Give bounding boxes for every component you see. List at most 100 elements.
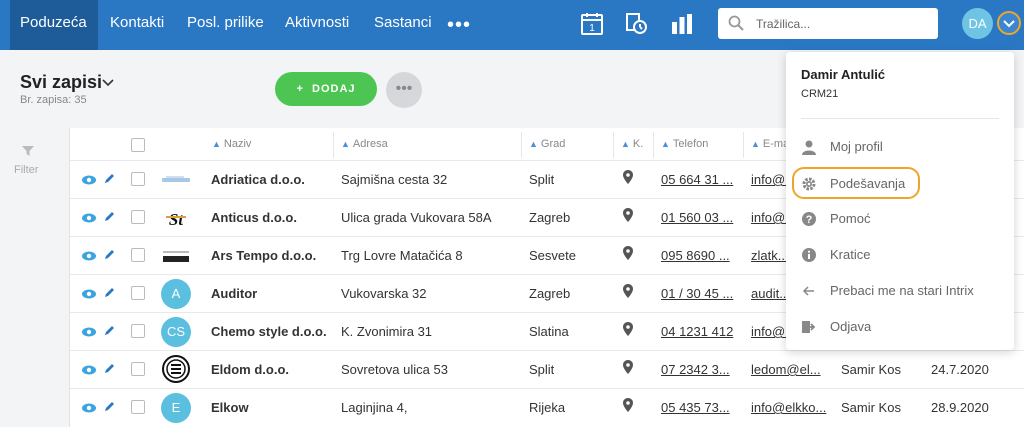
company-name[interactable]: Chemo style d.o.o. <box>211 324 327 339</box>
nav-item-aktivnosti[interactable]: Aktivnosti <box>285 14 350 31</box>
nav-item-poduzeca[interactable]: Poduzeća <box>10 0 98 50</box>
add-button[interactable]: + DODAJ <box>275 72 377 106</box>
nav-more-icon[interactable]: ••• <box>447 14 472 36</box>
row-checkbox[interactable] <box>131 210 145 224</box>
column-divider <box>333 132 334 158</box>
sort-icon: ▲ <box>212 139 221 149</box>
nav-item-posl-prilike[interactable]: Posl. prilike <box>187 14 264 31</box>
company-initials-avatar: E <box>161 393 191 423</box>
company-name[interactable]: Adriatica d.o.o. <box>211 172 305 187</box>
column-divider <box>743 132 744 158</box>
company-city: Split <box>529 172 555 187</box>
company-phone[interactable]: 07 2342 3... <box>661 362 730 377</box>
pencil-icon[interactable] <box>104 248 116 260</box>
row-checkbox[interactable] <box>131 286 145 300</box>
nav-item-sastanci[interactable]: Sastanci <box>374 14 432 31</box>
title-chevron-down-icon[interactable] <box>102 78 114 88</box>
bar-chart-icon[interactable] <box>670 12 694 36</box>
search-input[interactable] <box>756 14 926 34</box>
more-actions-button[interactable]: ••• <box>386 72 422 108</box>
column-header-telefon[interactable]: ▲ Telefon <box>661 138 709 150</box>
table-row[interactable] <box>70 388 1024 426</box>
map-pin-icon[interactable] <box>623 360 633 374</box>
row-checkbox[interactable] <box>131 400 145 414</box>
company-name[interactable]: Anticus d.o.o. <box>211 210 297 225</box>
table-row[interactable] <box>70 160 1024 198</box>
filter-sidebar <box>0 128 70 427</box>
task-clock-icon[interactable] <box>624 12 648 36</box>
row-checkbox[interactable] <box>131 172 145 186</box>
company-phone[interactable]: 095 8690 ... <box>661 248 730 263</box>
select-all-checkbox[interactable] <box>131 138 145 152</box>
company-name[interactable]: Auditor <box>211 286 258 301</box>
company-email[interactable]: info@... <box>751 172 786 187</box>
arrow-left-icon <box>802 286 814 296</box>
map-pin-icon[interactable] <box>623 170 633 184</box>
company-phone[interactable]: 05 664 31 ... <box>661 172 734 187</box>
map-pin-icon[interactable] <box>623 246 633 260</box>
table-row[interactable] <box>70 312 1024 350</box>
company-name[interactable]: Eldom d.o.o. <box>211 362 289 377</box>
pencil-icon[interactable] <box>104 172 116 184</box>
menu-item-moj-profil[interactable]: Moj profil <box>801 135 1001 159</box>
table-row[interactable] <box>70 198 1024 236</box>
row-checkbox[interactable] <box>131 362 145 376</box>
company-email[interactable]: audit... <box>751 286 786 301</box>
svg-text:1: 1 <box>589 23 595 34</box>
pencil-icon[interactable] <box>104 324 116 336</box>
column-header-adresa[interactable]: ▲ Adresa <box>341 138 388 150</box>
map-pin-icon[interactable] <box>623 398 633 412</box>
column-header-grad[interactable]: ▲ Grad <box>529 138 566 150</box>
search-icon <box>728 15 744 31</box>
eye-icon[interactable] <box>81 364 97 376</box>
menu-item-kratice[interactable]: Kratice <box>801 243 1001 267</box>
company-city: Rijeka <box>529 400 566 415</box>
company-initials-avatar: A <box>161 279 191 309</box>
column-header-k[interactable]: ▲ K. <box>621 138 644 150</box>
pencil-icon[interactable] <box>104 362 116 374</box>
eye-icon[interactable] <box>81 212 97 224</box>
filter-icon[interactable] <box>21 144 35 158</box>
user-avatar[interactable]: DA <box>962 8 993 39</box>
company-email[interactable]: info@... <box>751 324 786 339</box>
table-row[interactable] <box>70 274 1024 312</box>
company-name[interactable]: Ars Tempo d.o.o. <box>211 248 317 263</box>
company-phone[interactable]: 01 / 30 45 ... <box>661 286 734 301</box>
eye-icon[interactable] <box>81 174 97 186</box>
company-email[interactable]: ledom@el... <box>751 362 821 377</box>
filter-label[interactable]: Filter <box>14 164 39 176</box>
search-box[interactable] <box>718 8 938 39</box>
eye-icon[interactable] <box>81 288 97 300</box>
eye-icon[interactable] <box>81 250 97 262</box>
map-pin-icon[interactable] <box>623 208 633 222</box>
company-email[interactable]: info@... <box>751 210 786 225</box>
menu-item-prebaci[interactable]: Prebaci me na stari Intrix <box>801 279 1001 303</box>
pencil-icon[interactable] <box>104 210 116 222</box>
pencil-icon[interactable] <box>104 400 116 412</box>
company-phone[interactable]: 04 1231 412 <box>661 324 734 339</box>
company-email[interactable]: info@elkko... <box>751 400 827 415</box>
company-name[interactable]: Elkow <box>211 400 249 415</box>
table-row[interactable] <box>70 350 1024 388</box>
page-title[interactable]: Svi zapisi <box>20 72 103 92</box>
sort-icon: ▲ <box>529 139 538 149</box>
company-phone[interactable]: 01 560 03 ... <box>661 210 734 225</box>
column-header-email[interactable]: ▲ E-ma <box>751 138 790 150</box>
company-phone[interactable]: 05 435 73... <box>661 400 730 415</box>
menu-item-odjava[interactable]: Odjava <box>801 315 1001 339</box>
eye-icon[interactable] <box>81 326 97 338</box>
row-checkbox[interactable] <box>131 324 145 338</box>
user-menu-toggle[interactable] <box>997 11 1021 35</box>
company-email[interactable]: zlatk... <box>751 248 786 263</box>
column-header-naziv[interactable]: ▲ Naziv <box>212 138 252 150</box>
row-checkbox[interactable] <box>131 248 145 262</box>
menu-item-pomoc[interactable]: ? Pomoć <box>801 207 1001 231</box>
map-pin-icon[interactable] <box>623 284 633 298</box>
nav-item-kontakti[interactable]: Kontakti <box>110 14 165 31</box>
calendar-icon[interactable]: 1 <box>580 12 604 36</box>
eye-icon[interactable] <box>81 402 97 414</box>
table-row[interactable] <box>70 236 1024 274</box>
menu-item-podesavanja[interactable]: Podešavanja <box>801 172 1001 196</box>
map-pin-icon[interactable] <box>623 322 633 336</box>
pencil-icon[interactable] <box>104 286 116 298</box>
